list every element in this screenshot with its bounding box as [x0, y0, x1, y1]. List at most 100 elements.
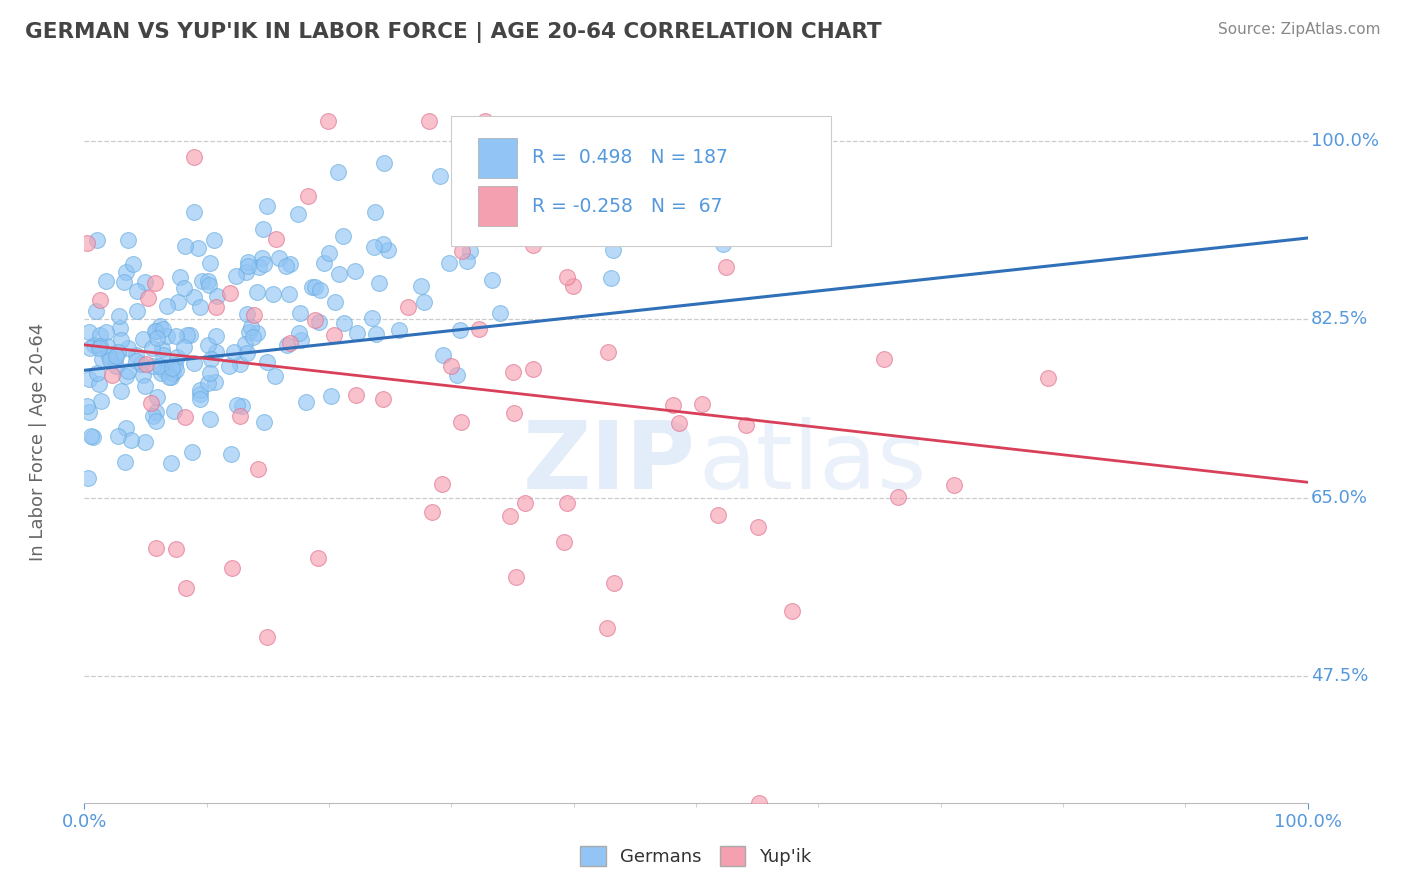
- Point: [873, 352, 896, 367]
- Point: [110, 321, 132, 335]
- Point: [264, 232, 287, 246]
- Point: [150, 342, 173, 356]
- Point: [134, 434, 156, 449]
- Point: [156, 359, 179, 374]
- Point: [166, 351, 188, 365]
- Point: [110, 333, 132, 347]
- Point: [180, 445, 202, 459]
- Point: [231, 399, 253, 413]
- Point: [198, 256, 221, 270]
- Point: [156, 328, 179, 343]
- Point: [780, 604, 803, 618]
- Text: 100.0%: 100.0%: [1312, 132, 1379, 151]
- Point: [323, 328, 346, 343]
- Point: [297, 188, 319, 202]
- Point: [117, 342, 139, 356]
- Point: [200, 366, 222, 380]
- Point: [287, 326, 309, 340]
- Point: [224, 344, 246, 359]
- Point: [242, 330, 264, 344]
- FancyBboxPatch shape: [478, 138, 517, 178]
- Point: [77, 471, 100, 485]
- Point: [104, 359, 127, 373]
- Point: [197, 376, 219, 390]
- Point: [190, 274, 212, 288]
- Point: [143, 324, 166, 338]
- Point: [460, 244, 482, 259]
- Point: [152, 348, 174, 362]
- Point: [107, 309, 129, 323]
- Point: [502, 365, 524, 379]
- Point: [602, 243, 624, 257]
- Point: [107, 429, 129, 443]
- Point: [396, 301, 419, 315]
- Point: [145, 413, 167, 427]
- Point: [690, 397, 713, 411]
- Point: [451, 244, 474, 258]
- Point: [82, 430, 104, 444]
- Point: [603, 575, 626, 590]
- Point: [145, 404, 167, 418]
- Point: [247, 260, 270, 274]
- Point: [142, 359, 165, 374]
- Point: [143, 276, 166, 290]
- Point: [250, 252, 273, 266]
- Point: [808, 117, 831, 131]
- Point: [146, 390, 169, 404]
- Point: [321, 388, 343, 402]
- Point: [236, 307, 259, 321]
- Point: [256, 199, 278, 213]
- Point: [165, 329, 187, 343]
- Point: [502, 406, 524, 420]
- Point: [388, 323, 411, 337]
- Point: [98, 352, 121, 367]
- Point: [711, 236, 734, 251]
- Point: [942, 478, 965, 492]
- Point: [104, 349, 127, 363]
- Point: [276, 337, 298, 351]
- Point: [240, 320, 263, 334]
- Point: [198, 277, 221, 292]
- Point: [555, 270, 578, 285]
- Point: [188, 387, 211, 401]
- Point: [373, 156, 395, 170]
- Point: [887, 490, 910, 504]
- Point: [253, 257, 276, 271]
- Point: [179, 327, 201, 342]
- Point: [226, 398, 249, 412]
- Point: [280, 336, 302, 351]
- Point: [174, 410, 197, 425]
- Point: [328, 164, 350, 178]
- Point: [98, 349, 121, 363]
- Point: [496, 219, 519, 233]
- Point: [449, 323, 471, 337]
- Point: [163, 358, 186, 372]
- Point: [312, 256, 335, 270]
- Point: [735, 417, 758, 432]
- Point: [183, 150, 205, 164]
- Point: [176, 327, 198, 342]
- Point: [117, 233, 139, 247]
- Point: [432, 476, 454, 491]
- Point: [188, 383, 211, 397]
- Text: R = -0.258   N =  67: R = -0.258 N = 67: [531, 197, 723, 216]
- Point: [277, 287, 299, 301]
- Point: [748, 796, 770, 810]
- Point: [86, 366, 108, 380]
- Point: [86, 233, 108, 247]
- Point: [122, 257, 145, 271]
- Point: [142, 409, 165, 423]
- Point: [437, 256, 460, 270]
- Point: [600, 271, 623, 285]
- Point: [125, 348, 148, 362]
- Point: [488, 306, 510, 320]
- Point: [236, 260, 259, 274]
- Point: [79, 341, 101, 355]
- Text: 65.0%: 65.0%: [1312, 489, 1368, 507]
- Point: [346, 326, 368, 341]
- Point: [89, 327, 111, 342]
- Point: [152, 322, 174, 336]
- Point: [141, 341, 163, 355]
- Point: [308, 283, 330, 297]
- Point: [173, 281, 195, 295]
